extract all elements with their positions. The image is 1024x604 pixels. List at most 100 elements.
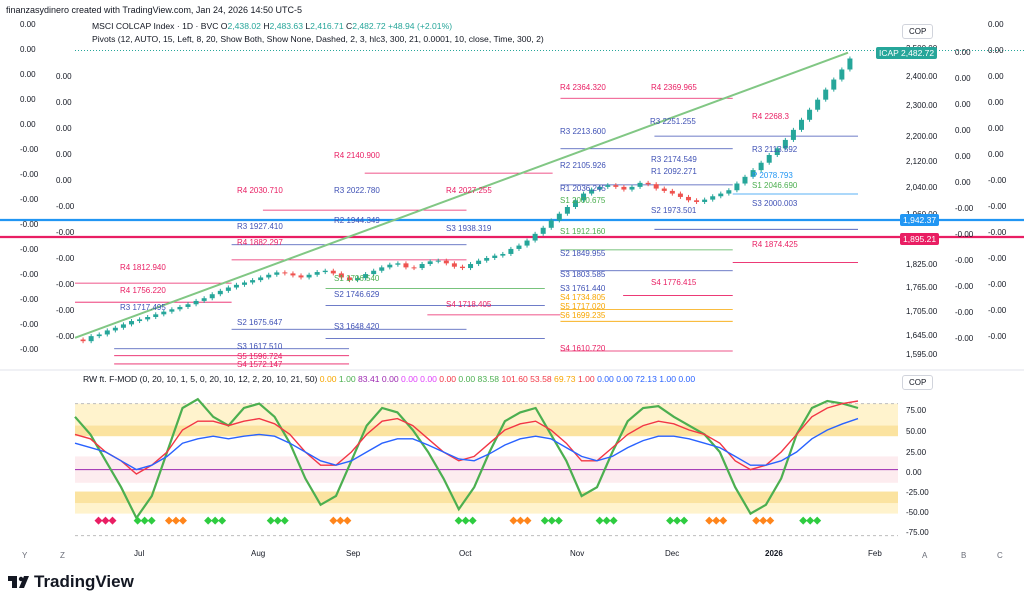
pivot-label: S1 1796.540 [334, 274, 379, 283]
candle-body [427, 261, 433, 265]
candle-body [137, 319, 143, 322]
osc-value-11: 69.73 [551, 374, 576, 384]
left-scale-b-label: 0.00 [56, 150, 72, 159]
pivot-label: R4 1874.425 [752, 240, 798, 249]
price-axis-label: 1,765.00 [906, 283, 938, 292]
pivot-label-value: 2251.255 [662, 117, 696, 126]
osc-signal-marker [759, 516, 768, 525]
pivot-label: R3 2174.549 [651, 155, 697, 164]
axis-button-y[interactable]: Y [22, 551, 28, 560]
pivot-label-tag: S2 [237, 318, 250, 327]
left-scale-b-label: -0.00 [56, 280, 75, 289]
osc-signal-marker [799, 516, 808, 525]
candle-body [209, 294, 215, 299]
osc-axis-label: 50.00 [906, 427, 927, 436]
pivot-label: S6 1699.235 [560, 311, 605, 320]
pivot-label-value: 2030.710 [249, 186, 283, 195]
pivot-label-tag: R4 [752, 112, 765, 121]
pivot-label-tag: R3 [650, 117, 663, 126]
price-badge-symbol: ICAP [879, 48, 902, 58]
osc-signal-marker [454, 516, 463, 525]
right-scale-b-label: 0.00 [988, 98, 1004, 107]
pivot-label-value: 1617.510 [249, 342, 283, 351]
axis-button-a[interactable]: A [922, 551, 928, 560]
time-axis-label: Oct [459, 549, 472, 558]
right-scale-b-label: -0.00 [988, 332, 1007, 341]
candle-body [605, 185, 611, 187]
right-scale-a-label: -0.00 [955, 334, 974, 343]
pivot-label: R4 2030.710 [237, 186, 283, 195]
candle-body [790, 129, 796, 140]
pivot-label: S3 1803.585 [560, 270, 605, 279]
pivot-label-tag: S4 [237, 360, 250, 369]
osc-lower-inner-band [75, 491, 898, 504]
osc-signal-marker [705, 516, 714, 525]
pivot-label-tag: S2 [334, 290, 347, 299]
pivot-label-tag: R4 [237, 238, 250, 247]
price-axis-label: 2,200.00 [906, 132, 938, 141]
candle-body [839, 69, 845, 80]
osc-value-13: 0.00 [594, 374, 614, 384]
candle-body [161, 311, 167, 315]
pivot-label-tag: R1 [560, 184, 573, 193]
candle-body [734, 183, 740, 191]
left-scale-b-label: -0.00 [56, 202, 75, 211]
candle-body [193, 300, 199, 305]
pivot-label: S3 1938.319 [446, 224, 491, 233]
candle-body [177, 306, 183, 310]
pivot-label: R3 2022.780 [334, 186, 380, 195]
left-scale-b-label: 0.00 [56, 98, 72, 107]
pivot-label-value: 2369.965 [663, 83, 697, 92]
pivot-label-tag: R3 [560, 127, 573, 136]
right-scale-a-label: 0.00 [955, 152, 971, 161]
osc-signal-marker [178, 516, 187, 525]
candle-body [718, 193, 724, 197]
candle-body [322, 270, 328, 273]
right-scale-b-label: 0.00 [988, 20, 1004, 29]
right-scale-b-label: 0.00 [988, 150, 1004, 159]
osc-signal-marker [523, 516, 532, 525]
candle-body [306, 274, 312, 278]
candle-body [330, 270, 336, 274]
osc-signal-marker [343, 516, 352, 525]
time-axis-label: Dec [665, 549, 680, 558]
candle-body [217, 290, 223, 295]
osc-signal-marker [329, 516, 338, 525]
osc-currency-button[interactable]: COP [902, 375, 934, 390]
right-scale-a-label: 0.00 [955, 100, 971, 109]
pivot-label-tag: S3 [237, 342, 250, 351]
axis-button-z[interactable]: Z [60, 551, 65, 560]
pivot-label-tag: R3 [651, 155, 664, 164]
pivot-label-value: 2092.271 [663, 167, 697, 176]
pivot-label-value: 1610.720 [572, 344, 606, 353]
pivot-label-value: 1812.940 [132, 263, 166, 272]
pivot-label-value: 1699.235 [572, 311, 606, 320]
pivot-label: S4 1718.405 [446, 300, 491, 309]
pivot-label: S5 1596.724 [237, 352, 282, 361]
pivot-label-tag: S4 [651, 278, 664, 287]
candle-body [451, 263, 457, 267]
candle-body [815, 99, 821, 110]
pivot-label-tag: S3 [446, 224, 459, 233]
candle-body [685, 196, 691, 201]
osc-value-1: 1.00 [336, 374, 356, 384]
time-axis-label: Aug [251, 549, 266, 558]
pivot-label-value: 1938.319 [458, 224, 492, 233]
price-axis-label: 2,400.00 [906, 72, 938, 81]
pivot-label-value: 1675.647 [249, 318, 283, 327]
candle-body [516, 245, 522, 249]
osc-signal-marker [204, 516, 213, 525]
axis-button-b[interactable]: B [961, 551, 967, 560]
pivot-label-value: 1796.540 [346, 274, 380, 283]
right-scale-b-label: 0.00 [988, 124, 1004, 133]
osc-signal-marker [806, 516, 815, 525]
axis-button-c[interactable]: C [997, 551, 1003, 560]
candle-body [104, 330, 110, 335]
price-axis-label: 2,040.00 [906, 183, 938, 192]
pivot-label-tag: S6 [560, 311, 573, 320]
osc-signal-marker [164, 516, 173, 525]
pivot-label: R3 2251.255 [650, 117, 696, 126]
pivot-label-tag: S4 [560, 293, 573, 302]
candle-body [677, 193, 683, 197]
currency-button[interactable]: COP [902, 24, 934, 39]
